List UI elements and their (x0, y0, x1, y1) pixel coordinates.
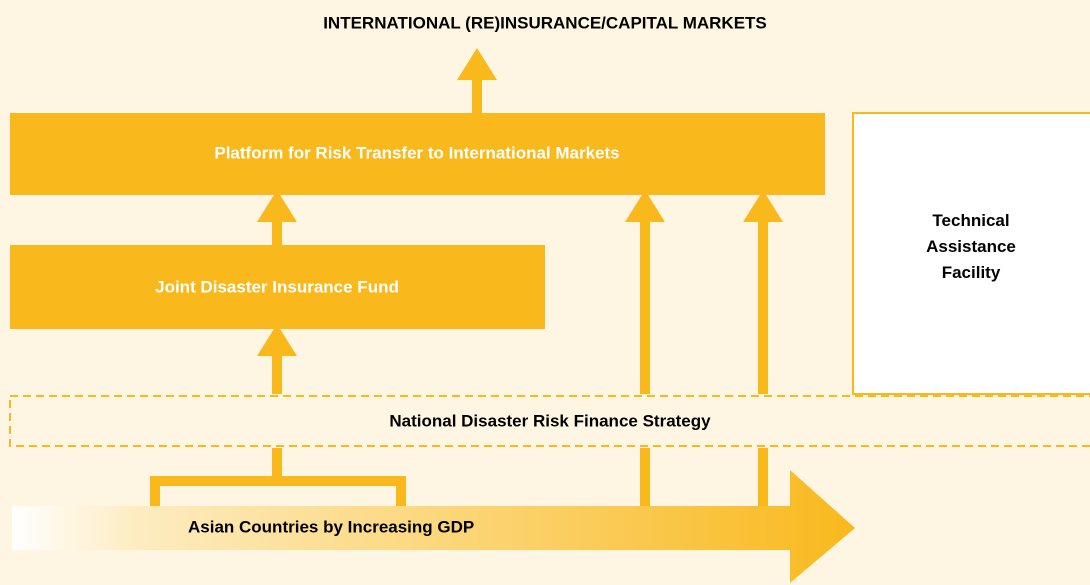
facility-box (852, 112, 1090, 395)
node-label: Joint Disaster Insurance Fund (155, 277, 399, 296)
platform-box (10, 113, 825, 195)
title: INTERNATIONAL (RE)INSURANCE/CAPITAL MARK… (323, 13, 767, 32)
node-label: National Disaster Risk Finance Strategy (389, 411, 711, 430)
arrows (150, 48, 783, 506)
gdp-arrow (12, 470, 855, 583)
fund-box (10, 245, 545, 329)
node-label: Technical Assistance Facility (926, 211, 1016, 282)
node-label: Asian Countries by Increasing GDP (188, 517, 474, 536)
node-label: Platform for Risk Transfer to Internatio… (214, 143, 619, 162)
strategy-box (9, 395, 1090, 447)
